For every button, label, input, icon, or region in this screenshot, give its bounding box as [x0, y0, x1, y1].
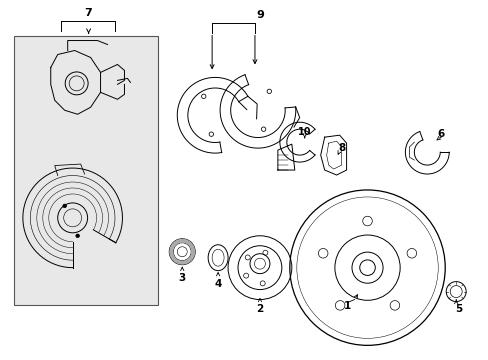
Text: 5: 5: [455, 305, 462, 315]
Circle shape: [63, 204, 66, 208]
Text: 3: 3: [178, 273, 185, 283]
Text: 4: 4: [214, 279, 222, 289]
Text: 8: 8: [337, 143, 345, 153]
Text: 1: 1: [343, 301, 350, 311]
Text: 10: 10: [297, 127, 311, 137]
Text: 2: 2: [256, 305, 263, 315]
Circle shape: [76, 234, 79, 238]
Text: 7: 7: [84, 8, 92, 18]
Text: 9: 9: [256, 10, 264, 20]
Text: 6: 6: [437, 129, 444, 139]
Bar: [14, 36, 158, 305]
Wedge shape: [169, 239, 195, 265]
